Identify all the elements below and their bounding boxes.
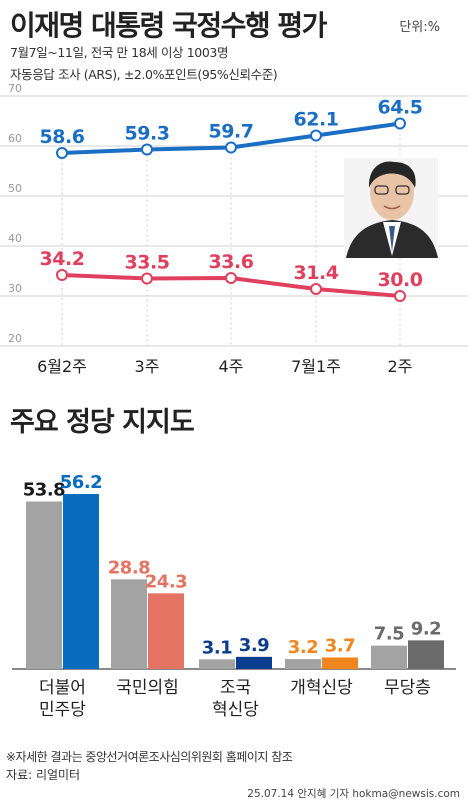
page-title: 이재명 대통령 국정수행 평가: [10, 9, 327, 42]
positive-point: [56, 147, 68, 159]
positive-point: [394, 117, 406, 130]
category-label: 조국: [220, 678, 251, 698]
unit-label: 단위:%: [399, 20, 440, 35]
portrait-glasses-left: [374, 185, 389, 195]
bar-current: [63, 494, 99, 669]
y-tick-label: 20: [8, 332, 22, 345]
bar-previous-value: 3.1: [202, 637, 232, 658]
negative-point: [225, 272, 237, 284]
category-label: 혁신당: [212, 700, 259, 720]
x-tick-label: 3주: [135, 357, 160, 376]
bar-previous: [26, 501, 62, 669]
category-label: 개혁신당: [290, 678, 353, 698]
bar-current-value: 3.7: [325, 635, 355, 656]
portrait-tie: [389, 226, 395, 252]
portrait-illustration: [344, 158, 438, 258]
bar-previous-value: 28.8: [108, 557, 150, 578]
positive-point: [141, 143, 153, 156]
portrait-glasses-right: [395, 185, 410, 195]
bar-previous-value: 53.8: [23, 479, 65, 500]
credit-line: 25.07.14 안지혜 기자 hokma@newsis.com: [247, 788, 460, 800]
x-tick-label: 4주: [219, 357, 244, 376]
y-tick-label: 70: [8, 82, 22, 95]
bar-previous: [371, 645, 407, 669]
category-label: 민주당: [39, 700, 86, 720]
y-tick-label: 50: [8, 182, 22, 195]
y-tick-label: 30: [8, 282, 22, 295]
bar-previous: [199, 659, 235, 669]
negative-point: [56, 269, 68, 281]
category-label: 더불어: [39, 678, 86, 698]
negative-value-label: 33.6: [209, 251, 254, 273]
portrait-smile: [383, 205, 401, 210]
footnote: ※자세한 결과는 중앙선거여론조사심의위원회 홈페이지 참조: [6, 750, 293, 764]
bar-previous-value: 7.5: [374, 624, 404, 645]
negative-value-label: 34.2: [40, 248, 85, 270]
negative-value-label: 30.0: [378, 269, 423, 291]
portrait-face: [370, 164, 414, 220]
category-label: 국민의힘: [116, 678, 179, 698]
negative-point: [141, 272, 153, 285]
bar-previous: [285, 659, 321, 669]
x-tick-label: 6월2주: [37, 357, 87, 376]
positive-value-label: 59.3: [125, 123, 170, 145]
bar-current: [236, 656, 272, 669]
approval-line-chart: 20 30 40 50 60 70 58.6 59.3 59.7 62.1 64.5 34.2 33.5…: [0, 82, 468, 376]
method-note: 자동응답 조사 (ARS), ±2.0%포인트(95%신뢰수준): [10, 67, 278, 82]
y-tick-label: 40: [8, 232, 22, 245]
negative-value-label: 31.4: [294, 262, 339, 284]
positive-point: [310, 129, 322, 142]
bar-current-value: 3.9: [239, 635, 269, 656]
y-tick-label: 60: [8, 132, 22, 145]
negative-point: [394, 290, 406, 302]
positive-value-label: 59.7: [209, 121, 254, 143]
bar-current: [408, 640, 444, 669]
x-tick-label: 7월1주: [291, 357, 341, 376]
party-support-title: 주요 정당 지지도: [10, 407, 195, 438]
x-tick-label: 2주: [388, 357, 413, 376]
positive-point: [225, 141, 237, 154]
bar-previous-value: 3.2: [288, 637, 318, 658]
bar-current-value: 9.2: [411, 618, 441, 639]
bar-current: [148, 593, 184, 669]
positive-value-label: 58.6: [40, 126, 85, 148]
portrait-hair: [368, 161, 416, 188]
source-label: 자료: 리얼미터: [6, 768, 81, 782]
bar-previous: [111, 579, 147, 669]
bar-current-value: 56.2: [60, 472, 102, 493]
bar-current-value: 24.3: [145, 571, 187, 592]
survey-note: 7월7일~11일, 전국 만 18세 이상 1003명: [10, 45, 229, 60]
category-label: 무당층: [384, 678, 431, 698]
negative-point: [310, 283, 322, 295]
negative-value-label: 33.5: [125, 252, 170, 274]
bar-current: [322, 657, 358, 669]
positive-value-label: 64.5: [378, 97, 423, 119]
positive-value-label: 62.1: [294, 109, 339, 131]
